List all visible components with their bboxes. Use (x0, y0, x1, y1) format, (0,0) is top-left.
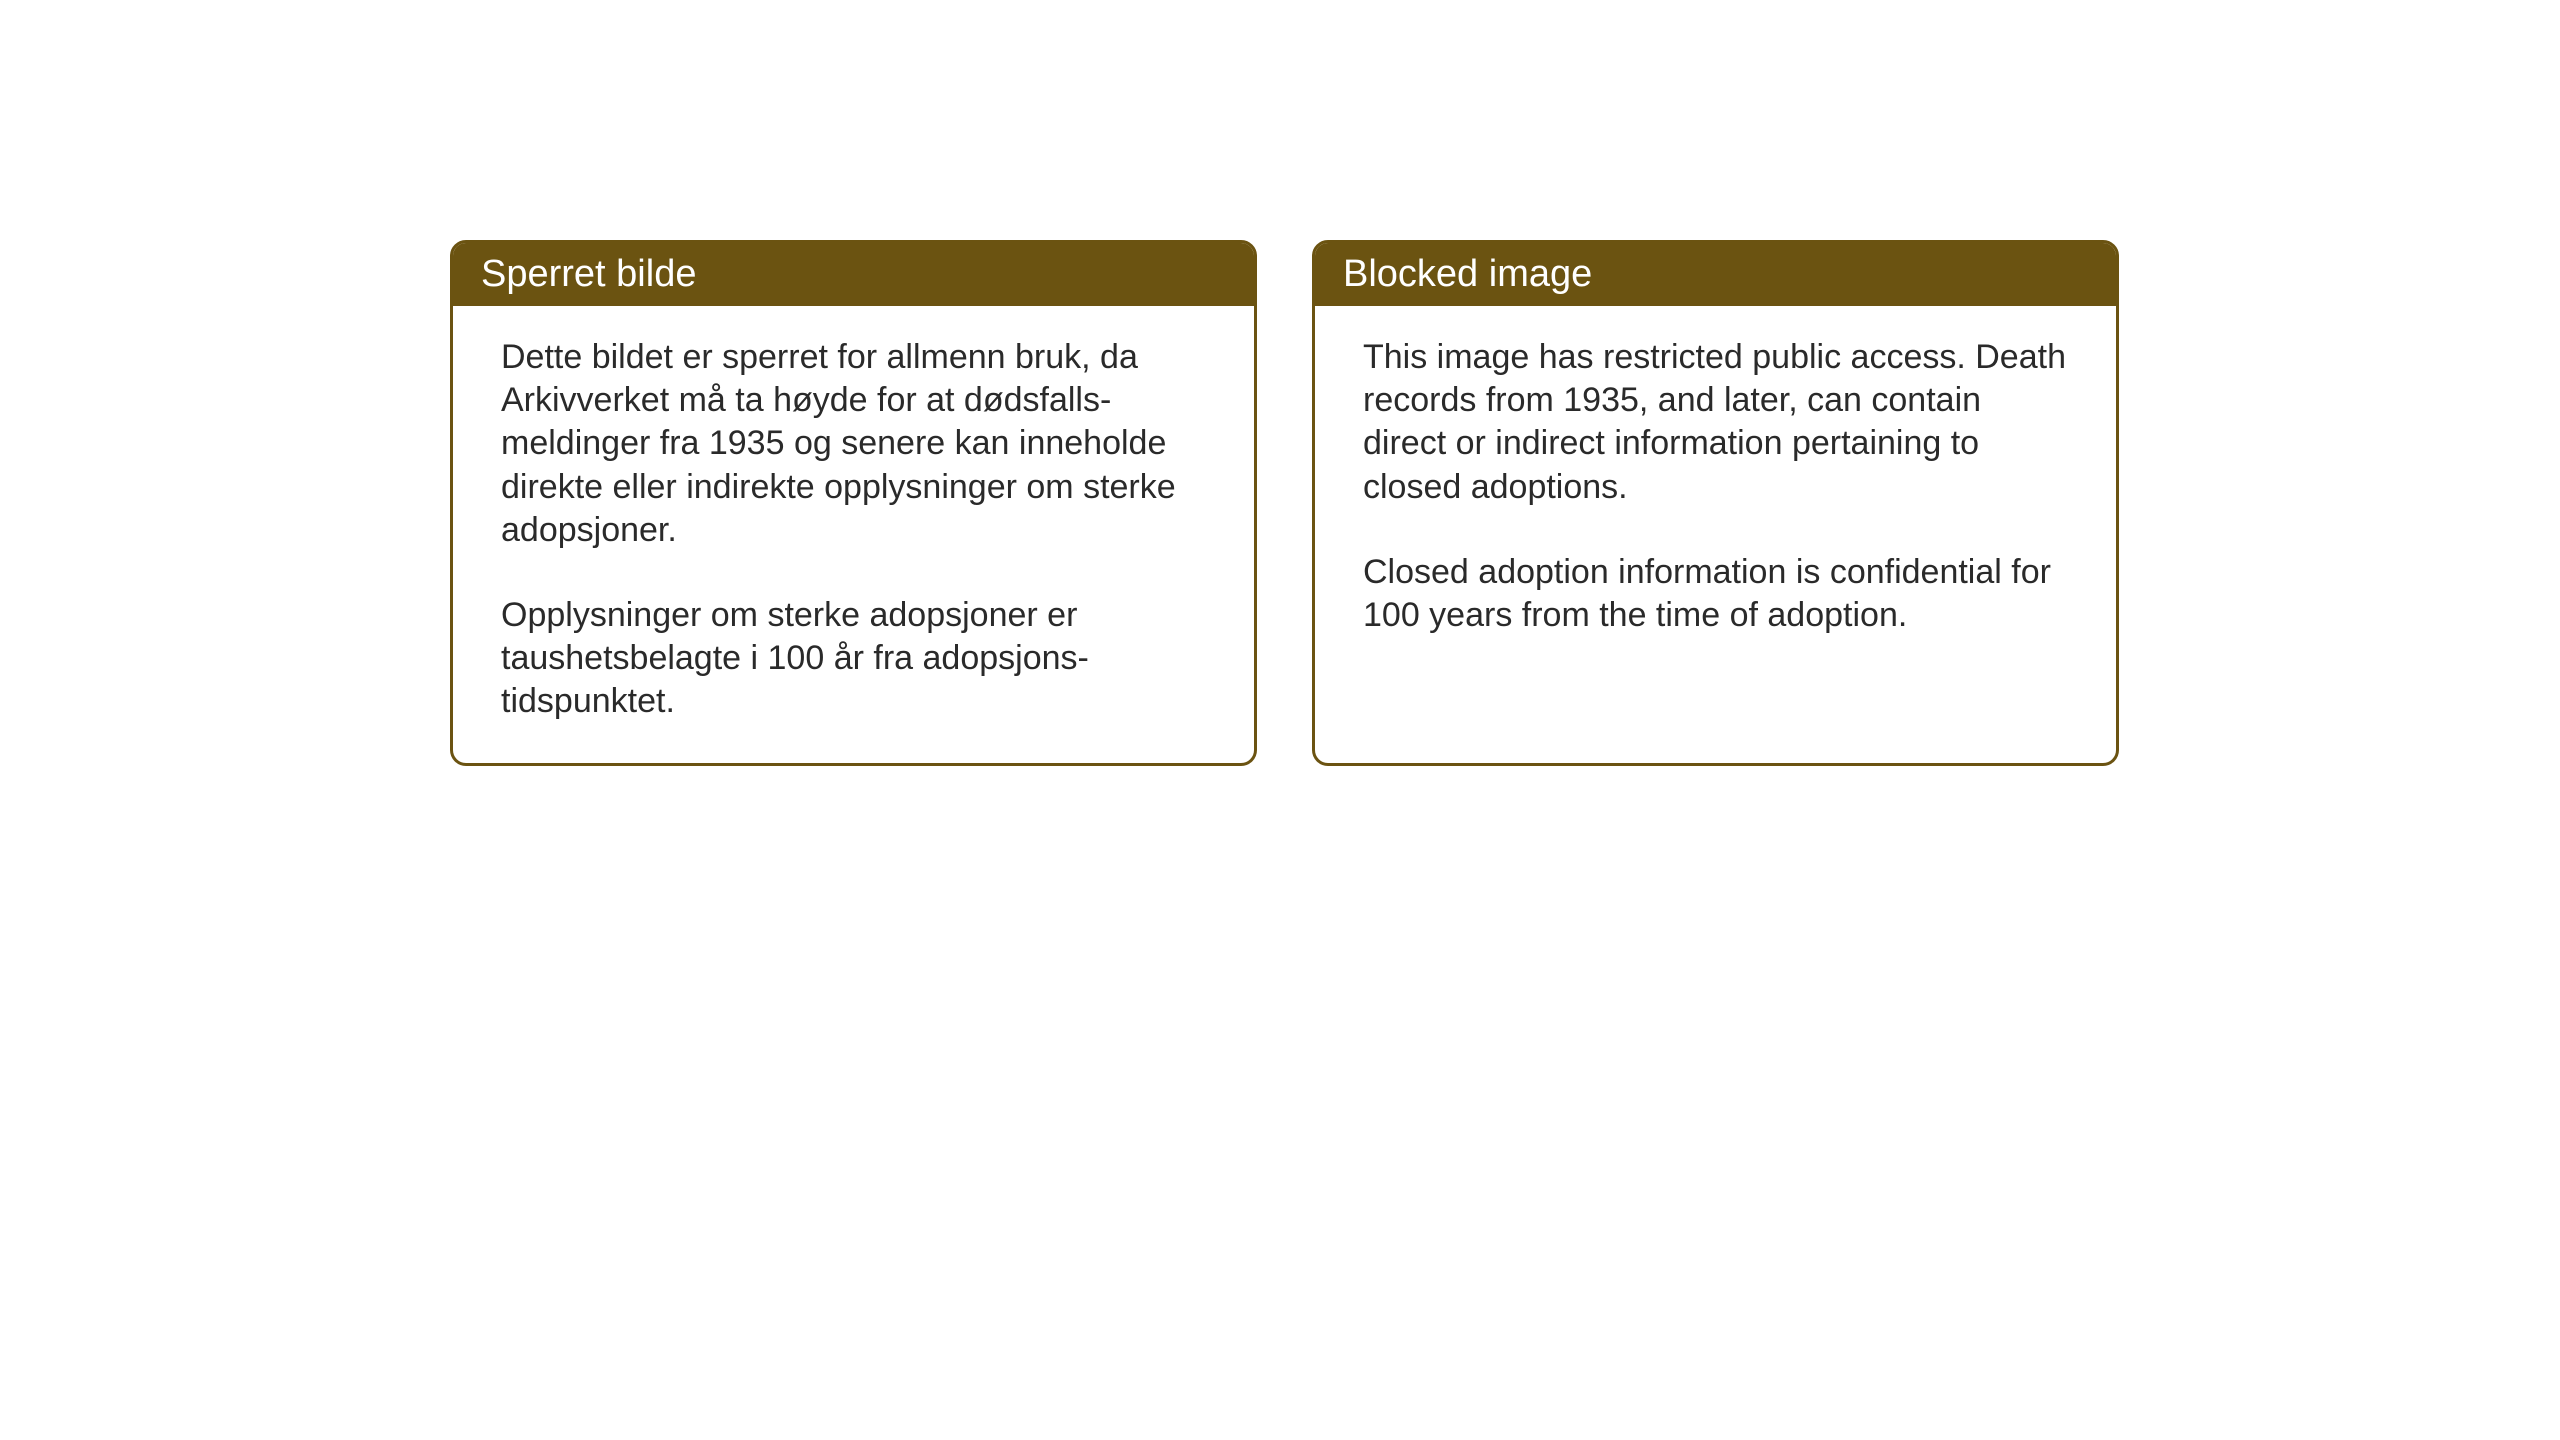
notice-title-norwegian: Sperret bilde (453, 243, 1254, 306)
notice-container: Sperret bilde Dette bildet er sperret fo… (0, 0, 2560, 766)
notice-box-english: Blocked image This image has restricted … (1312, 240, 2119, 766)
notice-title-english: Blocked image (1315, 243, 2116, 306)
notice-box-norwegian: Sperret bilde Dette bildet er sperret fo… (450, 240, 1257, 766)
notice-paragraph-2-english: Closed adoption information is confident… (1363, 551, 2068, 637)
notice-body-english: This image has restricted public access.… (1315, 306, 2116, 677)
notice-paragraph-1-english: This image has restricted public access.… (1363, 336, 2068, 509)
notice-paragraph-2-norwegian: Opplysninger om sterke adopsjoner er tau… (501, 594, 1206, 724)
notice-paragraph-1-norwegian: Dette bildet er sperret for allmenn bruk… (501, 336, 1206, 552)
notice-body-norwegian: Dette bildet er sperret for allmenn bruk… (453, 306, 1254, 763)
